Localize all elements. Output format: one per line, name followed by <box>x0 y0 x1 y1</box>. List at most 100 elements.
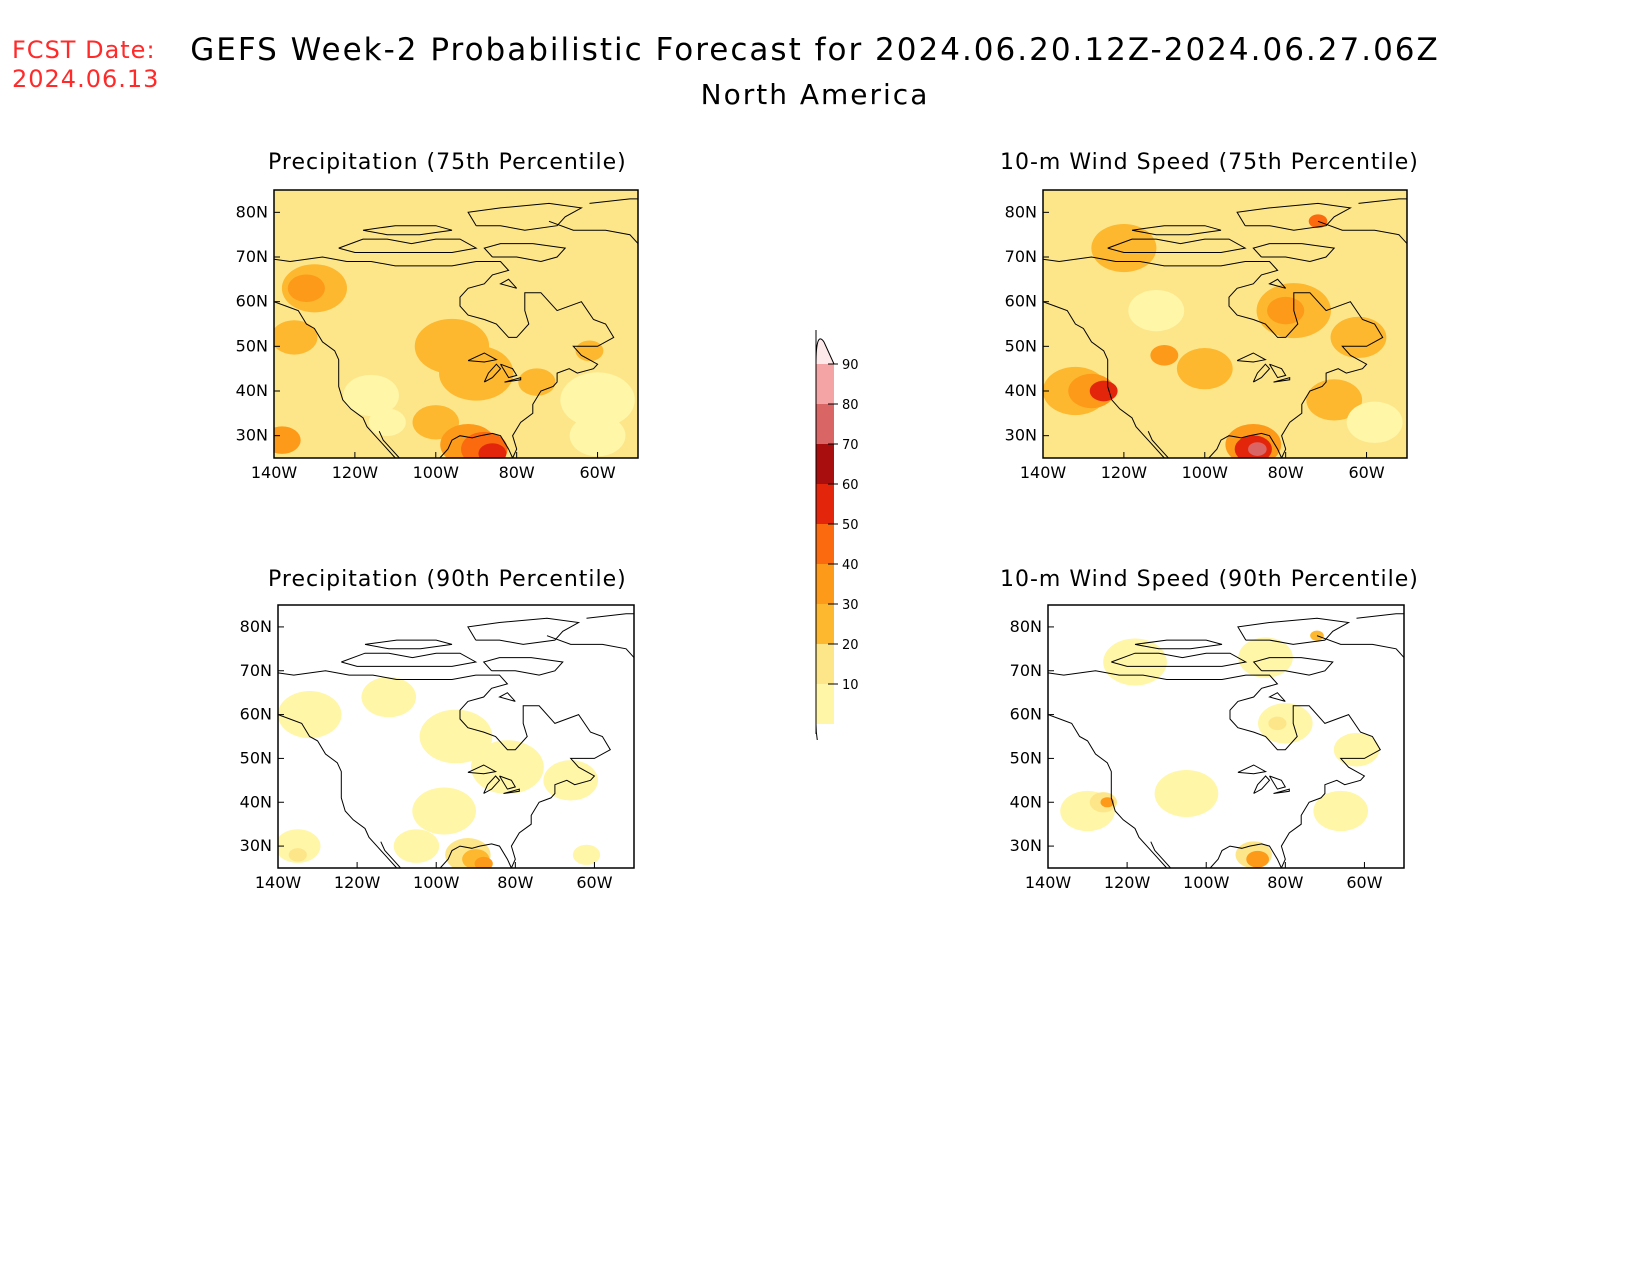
great-lake-outline <box>1253 775 1271 794</box>
map-wind-90: 140W 120W 100W 80W 60W 80N 70N 60N 50N 40N 30N <box>1010 604 1405 892</box>
probability-region <box>439 345 514 401</box>
coastline <box>278 714 398 868</box>
map-precip-75: 140W 120W 100W 80W 60W 80N 70N 60N 50N 40N 30N <box>236 189 639 482</box>
coastline <box>483 243 567 263</box>
coastline <box>1208 432 1283 458</box>
map-frame <box>1047 604 1405 869</box>
lat-tick-label: 40N <box>1005 381 1037 400</box>
lat-tick-label: 30N <box>1005 426 1037 445</box>
lat-tick-label: 60N <box>236 292 268 311</box>
lon-tick-label: 140W <box>1020 463 1067 482</box>
probability-region <box>1150 344 1179 366</box>
probability-region <box>1089 380 1118 402</box>
probability-region <box>1310 630 1324 641</box>
coastline <box>278 670 611 868</box>
coastline <box>498 692 516 702</box>
probability-region <box>1313 790 1369 832</box>
probability-region <box>1306 379 1363 421</box>
coastline <box>499 278 518 289</box>
lon-tick-label: 120W <box>1101 463 1148 482</box>
probability-region <box>368 408 406 437</box>
map-frame <box>273 189 639 459</box>
lat-tick-label: 70N <box>1005 247 1037 266</box>
colorbar-label: 70 <box>842 438 859 453</box>
probability-region <box>569 415 626 457</box>
probability-region <box>419 709 493 764</box>
probability-region <box>287 274 325 303</box>
lat-tick-label: 60N <box>1005 292 1037 311</box>
coastline <box>546 635 634 658</box>
lat-tick-label: 80N <box>1005 202 1037 221</box>
lon-tick-label: 60W <box>1346 873 1382 892</box>
coastline <box>467 202 583 231</box>
lat-tick-label: 50N <box>1010 748 1042 767</box>
lon-tick-label: 80W <box>1268 463 1304 482</box>
coastline <box>338 238 478 253</box>
probability-region <box>278 691 342 739</box>
map-precip-90: 140W 120W 100W 80W 60W 80N 70N 60N 50N 40N 30N <box>240 604 635 892</box>
lon-tick-label: 100W <box>1183 873 1230 892</box>
map-wind-75: 140W 120W 100W 80W 60W 80N 70N 60N 50N 40N 30N <box>1005 189 1408 482</box>
probability-region <box>1267 296 1305 325</box>
lon-tick-label: 80W <box>497 873 533 892</box>
coastline <box>1316 635 1404 658</box>
probability-region <box>1128 289 1185 332</box>
coastline <box>482 657 564 676</box>
page-subtitle: North America <box>700 78 930 111</box>
probability-region <box>1346 401 1403 443</box>
colorbar-label: 60 <box>842 478 859 493</box>
forecast-date-value: 2024.06.13 <box>12 65 160 93</box>
lon-tick-label: 100W <box>413 463 460 482</box>
forecast-date-label: FCST Date: <box>12 36 156 64</box>
coastline <box>1150 841 1171 868</box>
coastline <box>589 198 638 204</box>
probability-region <box>1100 797 1115 808</box>
colorbar: 90 80 70 60 50 40 30 20 10 <box>815 330 859 740</box>
coastline <box>1236 202 1352 231</box>
lat-tick-label: 30N <box>236 426 268 445</box>
probability-region <box>572 844 601 865</box>
lat-tick-label: 30N <box>240 836 272 855</box>
great-lake-outline <box>1236 352 1267 363</box>
lon-tick-label: 80W <box>499 463 535 482</box>
coastline <box>1252 243 1336 263</box>
probability-region <box>1238 637 1293 678</box>
coastline <box>439 432 514 458</box>
lon-tick-label: 140W <box>251 463 298 482</box>
probability-region <box>278 829 321 863</box>
coastline <box>1252 657 1334 676</box>
lon-tick-label: 140W <box>1025 873 1072 892</box>
coastline <box>548 220 638 244</box>
colorbar-segment <box>816 604 834 644</box>
colorbar-segment <box>816 564 834 604</box>
lat-tick-label: 50N <box>1005 336 1037 355</box>
lat-tick-label: 40N <box>236 381 268 400</box>
lon-tick-label: 100W <box>1182 463 1229 482</box>
coastline <box>378 430 400 458</box>
colorbar-segment <box>816 684 834 724</box>
lat-tick-label: 80N <box>1010 617 1042 636</box>
probability-region <box>1176 348 1233 390</box>
great-lake-outline <box>1237 764 1268 775</box>
colorbar-segment <box>816 444 834 484</box>
great-lake-outline <box>483 775 501 794</box>
probability-region <box>412 787 476 835</box>
great-lake-outline <box>483 363 502 383</box>
lat-tick-label: 60N <box>1010 705 1042 724</box>
panel-title-precip-90: Precipitation (90th Percentile) <box>268 567 627 592</box>
great-lake-outline <box>504 376 522 383</box>
coastline <box>1358 198 1407 204</box>
lon-tick-label: 100W <box>413 873 460 892</box>
great-lake-outline <box>1252 363 1271 383</box>
lat-tick-label: 60N <box>240 705 272 724</box>
coastline <box>1107 238 1247 253</box>
coastline <box>380 841 401 868</box>
probability-region <box>1246 850 1270 868</box>
great-lake-outline <box>503 788 520 794</box>
coastline <box>1268 692 1286 702</box>
probability-region <box>1268 716 1287 731</box>
lat-tick-label: 80N <box>240 617 272 636</box>
map-frame <box>1042 189 1408 459</box>
coastline <box>362 225 453 236</box>
colorbar-segment <box>816 484 834 524</box>
